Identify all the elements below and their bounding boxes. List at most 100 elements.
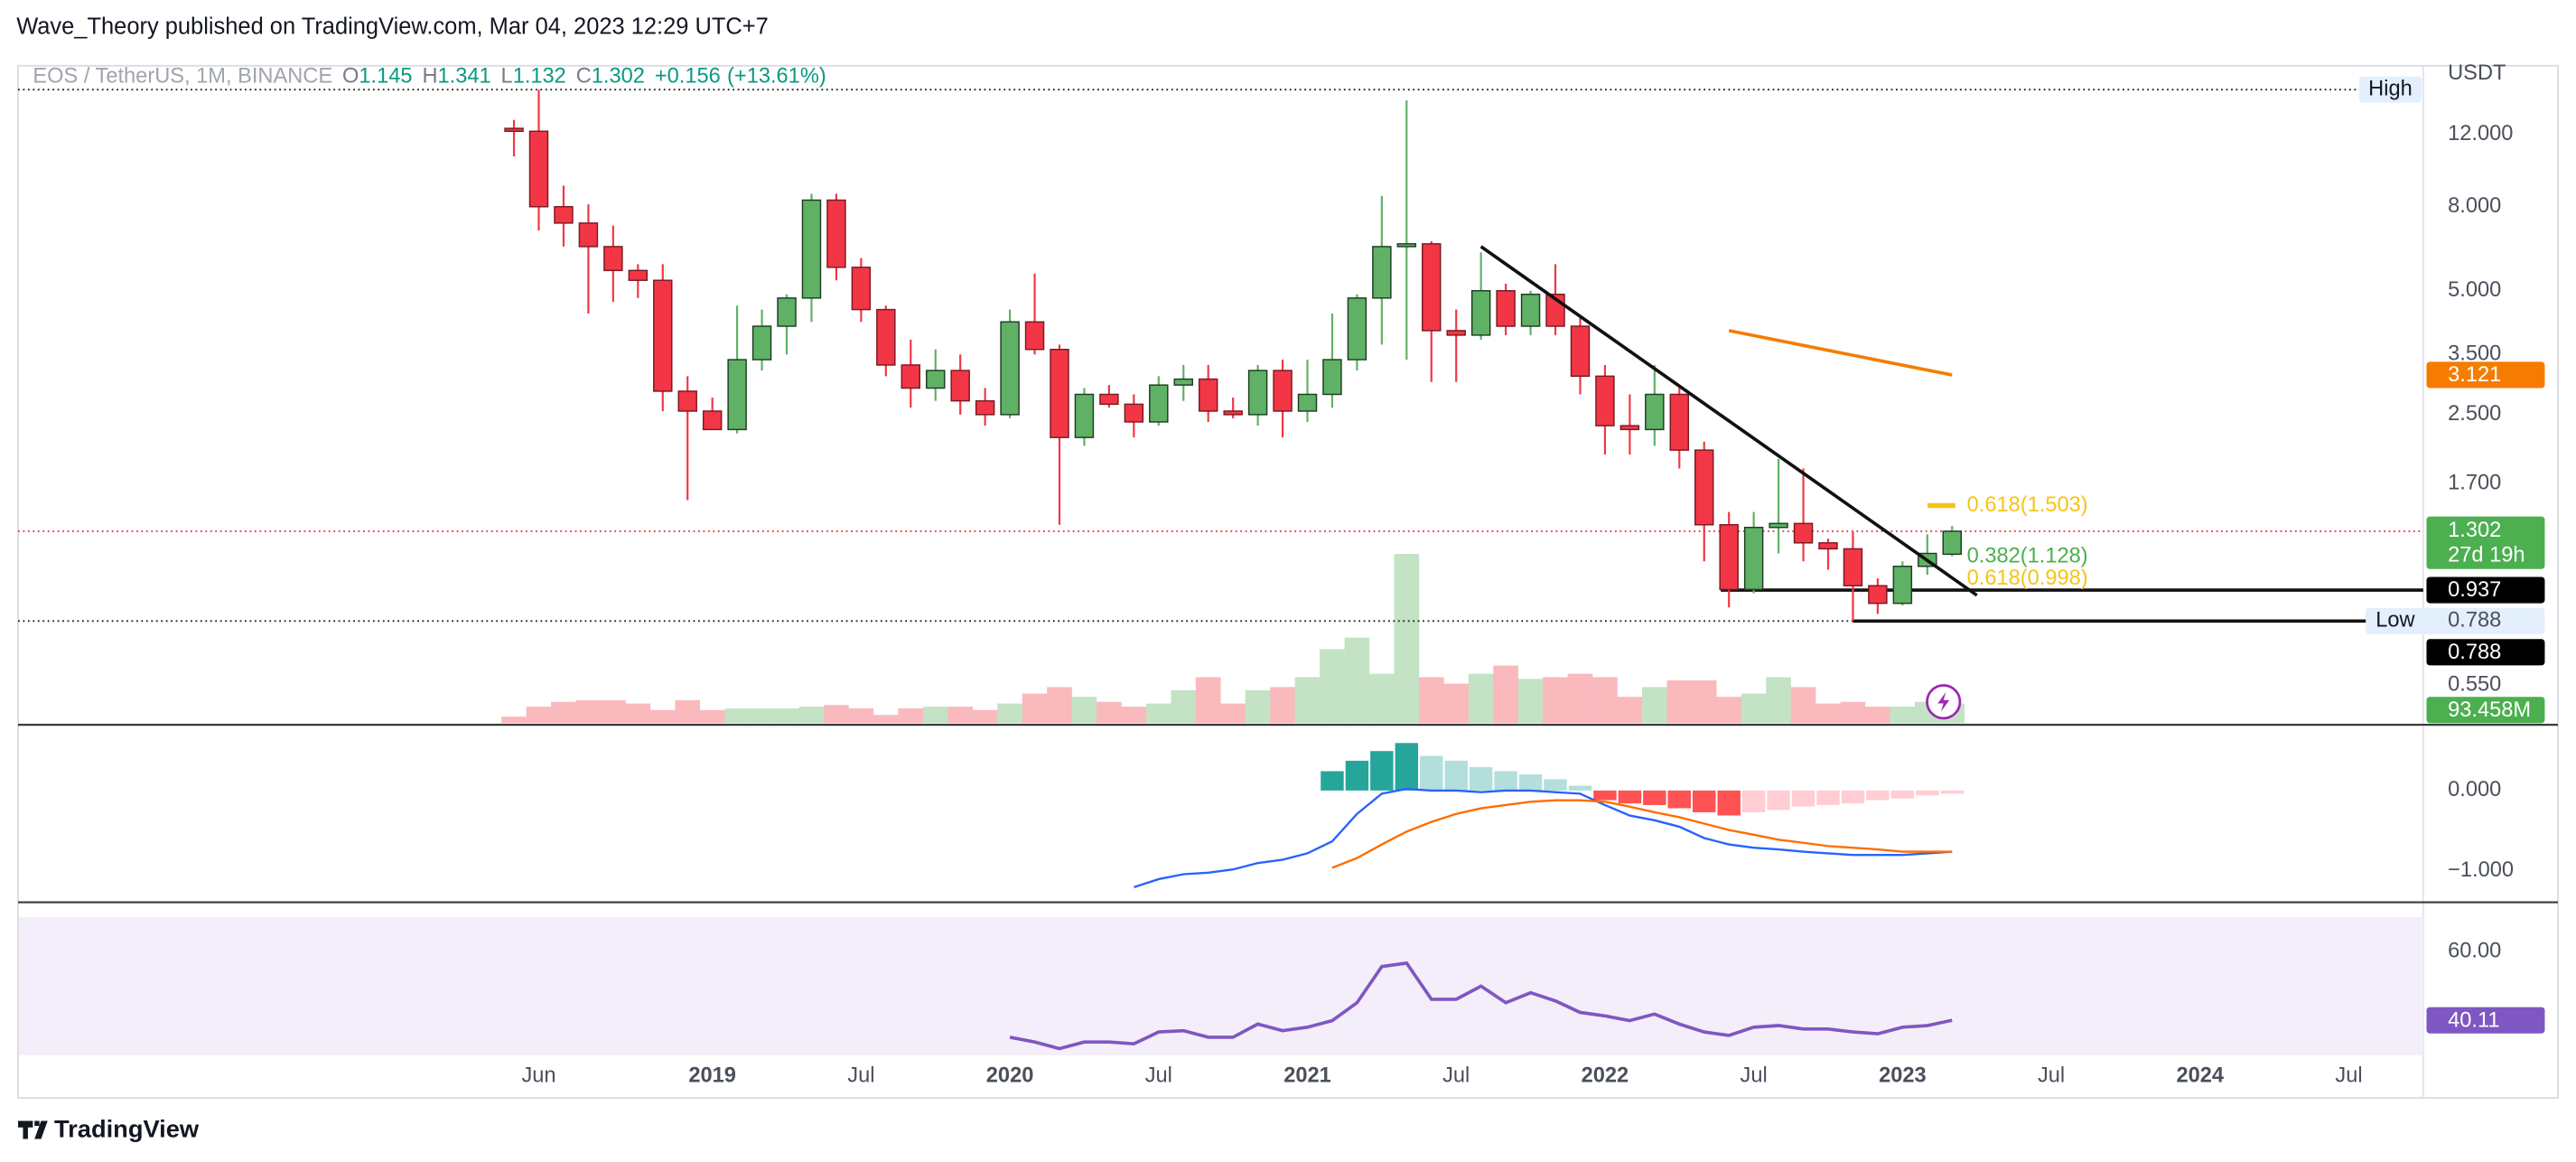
x-tick-label: 2020 <box>986 1064 1034 1088</box>
volume-bar <box>1369 673 1395 724</box>
x-tick-label: Jul <box>847 1064 874 1088</box>
alert-bolt[interactable] <box>1937 691 1950 712</box>
volume-bar <box>1716 697 1742 724</box>
low-label: Low <box>2375 609 2415 633</box>
x-tick-label: 2024 <box>2176 1064 2224 1088</box>
x-tick-label: Jul <box>2335 1064 2362 1088</box>
macd-histogram-bar <box>1345 760 1369 791</box>
candle-body <box>1149 384 1169 423</box>
candle-body <box>1347 297 1367 361</box>
candle-body <box>578 222 599 248</box>
volume-bar <box>1592 677 1618 724</box>
alert-icon[interactable] <box>1926 684 1962 720</box>
candle-body <box>1000 321 1020 416</box>
candle-body <box>1396 243 1417 248</box>
currency: USDT <box>2448 61 2506 85</box>
x-tick-label: 2019 <box>688 1064 736 1088</box>
candle-body <box>876 308 896 366</box>
volume-bar <box>1344 637 1370 724</box>
macd-histogram-bar <box>1841 790 1865 804</box>
candle-body <box>950 370 970 402</box>
volume-bar <box>798 707 825 724</box>
signal-line <box>1331 799 1953 869</box>
candle-body <box>1322 359 1342 396</box>
candle-body <box>1470 290 1491 336</box>
candle-body <box>1297 393 1318 412</box>
volume-bar <box>1543 677 1568 724</box>
legend-key: L <box>501 65 513 89</box>
support-tag: 0.937 <box>2448 578 2501 602</box>
volume-bar <box>1815 703 1841 724</box>
macd-histogram-bar <box>1767 790 1790 811</box>
volume-bar <box>699 709 725 724</box>
candle-body <box>1818 542 1838 550</box>
moving-average <box>1728 329 1953 377</box>
y-tick-label: 8.000 <box>2448 194 2501 218</box>
frame <box>17 64 2559 1099</box>
low-label-bg <box>2366 607 2545 634</box>
candle-body <box>1719 524 1739 591</box>
fib-label: 0.618(1.503) <box>1967 493 2088 517</box>
low-tag-bg <box>2426 639 2545 666</box>
candle-body <box>1694 449 1714 526</box>
volume-bar <box>1171 689 1197 724</box>
candle-body <box>1446 330 1466 336</box>
y-tick-label: 3.500 <box>2448 342 2501 366</box>
candle-body <box>975 399 995 416</box>
candle-body <box>628 269 649 281</box>
candle-body <box>1422 243 1442 332</box>
legend-change-pct: (+13.61%) <box>727 65 826 89</box>
x-tick-label: 2021 <box>1283 1064 1331 1088</box>
fib-label: 0.382(1.128) <box>1967 545 2088 568</box>
volume-bar <box>873 715 899 724</box>
candle-body <box>677 390 697 412</box>
y-tick-label: 2.500 <box>2448 402 2501 426</box>
volume-bar <box>526 707 552 724</box>
countdown: 27d 19h <box>2448 543 2525 567</box>
candle-body <box>1793 522 1814 544</box>
volume-bar <box>1493 665 1518 724</box>
volume-bar <box>501 717 527 724</box>
candle-body <box>554 206 574 224</box>
y-tick-label: 1.700 <box>2448 471 2501 494</box>
macd-histogram-bar <box>1940 790 1964 794</box>
candle-body <box>702 410 723 431</box>
volume-bar <box>1022 693 1048 724</box>
volume-bar <box>1642 687 1667 724</box>
support-tag-bg <box>2426 576 2545 604</box>
candle-body <box>925 370 946 389</box>
volume-tag: 93.458M <box>2448 698 2531 722</box>
volume-bar <box>1294 677 1321 724</box>
high-label: High <box>2368 77 2413 100</box>
volume-bar <box>1567 673 1593 724</box>
candle-body <box>777 297 797 327</box>
volume-bar <box>1394 554 1420 724</box>
legend-key: C <box>576 65 592 89</box>
volume-bar <box>1245 689 1271 724</box>
macd-histogram-bar <box>1916 790 1939 796</box>
last-price-tag: 1.302 <box>2448 519 2501 542</box>
candle-body <box>528 130 549 208</box>
candle-body <box>1496 290 1516 327</box>
volume-bar <box>1145 703 1171 724</box>
rsi-tag: 40.11 <box>2448 1008 2499 1032</box>
candle-body <box>1198 378 1218 412</box>
macd-histogram-bar <box>1791 790 1815 807</box>
legend-value: 1.145 <box>359 65 412 89</box>
macd-histogram-bar <box>1667 790 1692 809</box>
volume-bar <box>649 709 676 724</box>
x-tick-label: Jul <box>1442 1064 1470 1088</box>
macd-histogram-bar <box>1494 771 1517 791</box>
volume-bar <box>824 705 849 724</box>
candle-body <box>1619 425 1640 431</box>
volume-bar <box>1741 693 1767 724</box>
candle-body <box>1942 530 1962 556</box>
macd-histogram-bar <box>1693 790 1716 812</box>
low-tag: 0.788 <box>2448 641 2501 664</box>
candle-body <box>1892 566 1913 604</box>
y-tick-label: 60.00 <box>2448 939 2501 962</box>
macd-histogram-bar <box>1444 760 1468 791</box>
rsi-band <box>18 917 2423 1055</box>
